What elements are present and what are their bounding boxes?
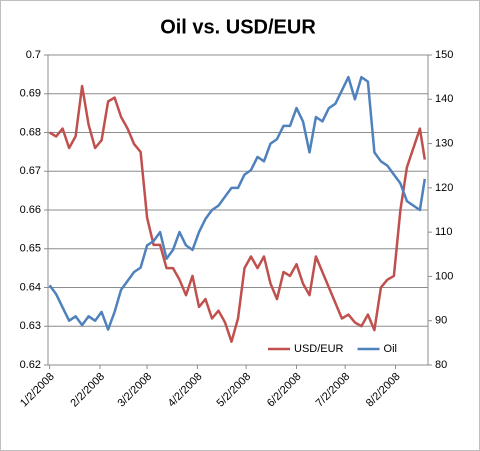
y2-tick-label: 110 (435, 226, 453, 238)
series-line (48, 84, 427, 343)
y2-tick-label: 120 (435, 182, 453, 194)
y-tick-label: 0.67 (20, 165, 41, 177)
y-tick-label: 0.66 (20, 204, 41, 216)
y2-tick-label: 140 (435, 93, 453, 105)
y-tick-label: 0.65 (20, 243, 41, 255)
y-tick-label: 0.68 (20, 126, 41, 138)
y-tick-label: 0.64 (20, 281, 41, 293)
series-line (48, 75, 427, 331)
plot-area (47, 54, 429, 366)
y2-tick-label: 100 (435, 270, 453, 282)
legend-label: USD/EUR (294, 343, 344, 355)
y2-tick-label: 150 (435, 49, 453, 61)
y-tick-label: 0.63 (20, 320, 41, 332)
y2-tick-label: 130 (435, 137, 453, 149)
y-tick-label: 0.62 (20, 359, 41, 371)
y-tick-label: 0.7 (26, 49, 41, 61)
y2-tick-label: 80 (435, 359, 447, 371)
y2-tick-label: 90 (435, 315, 447, 327)
legend-label: Oil (384, 343, 397, 355)
y-tick-label: 0.69 (20, 88, 41, 100)
chart-title: Oil vs. USD/EUR (160, 16, 316, 38)
